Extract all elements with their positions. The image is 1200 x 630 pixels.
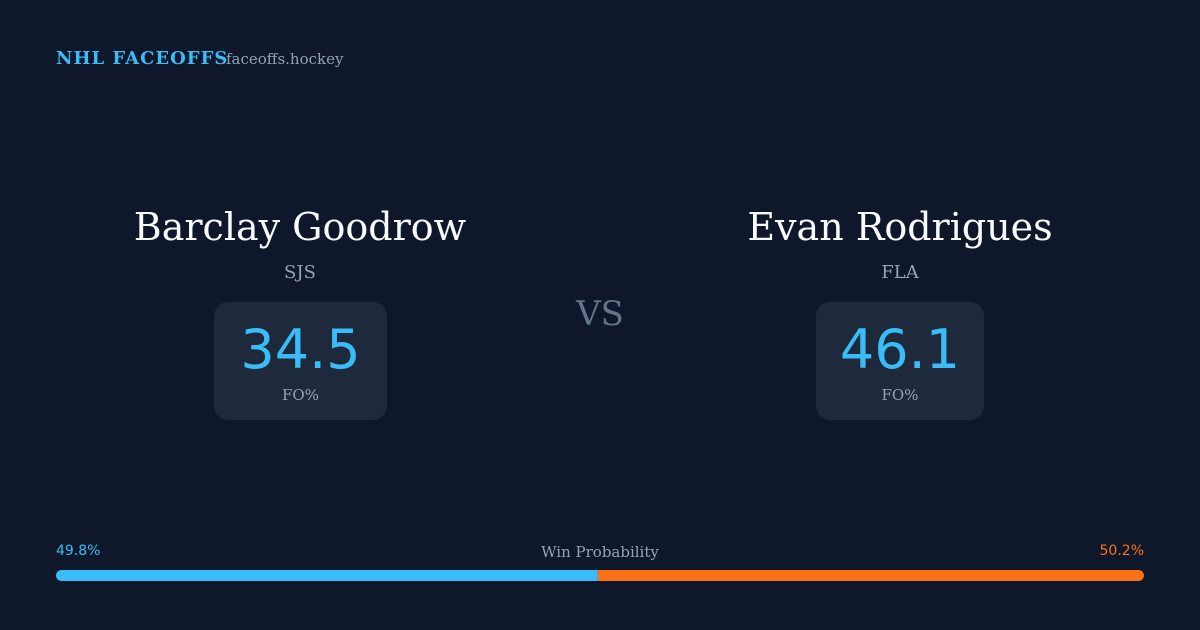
- stat-card: 34.5 FO%: [214, 302, 387, 420]
- brand-title: NHL FACEOFFS: [56, 48, 229, 69]
- player-name: Barclay Goodrow: [133, 205, 467, 249]
- site-link: faceoffs.hockey: [226, 50, 344, 68]
- probability-segment: [56, 570, 598, 581]
- player-team: FLA: [881, 262, 919, 283]
- stat-label: FO%: [881, 386, 919, 404]
- player-name: Evan Rodrigues: [747, 205, 1053, 249]
- stat-card: 46.1 FO%: [816, 302, 984, 420]
- versus: VS: [576, 294, 624, 334]
- win-pct: 49.8%: [56, 543, 101, 559]
- win-pct: 50.2%: [1099, 543, 1144, 559]
- bar-group: [56, 570, 1144, 581]
- stat-value: 34.5: [240, 318, 361, 381]
- player-team: SJS: [284, 262, 316, 283]
- win-probability-label: Win Probability: [541, 543, 659, 561]
- stat-value: 46.1: [839, 318, 961, 381]
- probability-segment: [597, 570, 1144, 581]
- stat-label: FO%: [282, 386, 319, 404]
